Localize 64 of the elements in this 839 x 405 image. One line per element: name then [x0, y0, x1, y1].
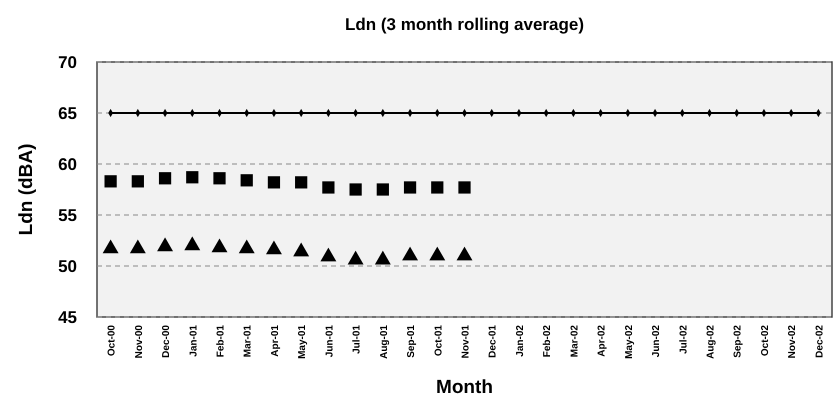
point — [349, 183, 362, 196]
x-axis-title: Month — [436, 377, 493, 398]
x-tick-label: Nov-00 — [134, 324, 145, 358]
x-tick-label: Oct-02 — [760, 324, 771, 356]
y-tick-label: 65 — [58, 104, 77, 123]
point — [184, 236, 200, 250]
point — [322, 181, 335, 194]
x-tick-label: Oct-01 — [433, 324, 444, 356]
point — [295, 176, 308, 188]
x-tick-label: Feb-02 — [542, 324, 554, 358]
point — [268, 176, 280, 188]
x-tick-label: Feb-01 — [216, 324, 226, 358]
x-tick-label: Jul-02 — [678, 324, 690, 354]
x-tick-label: Sep-02 — [732, 324, 744, 358]
point — [102, 239, 119, 254]
point — [186, 171, 198, 184]
x-tick-label: Mar-02 — [569, 324, 580, 358]
x-tick-label: Jun-02 — [651, 324, 662, 358]
point — [130, 239, 146, 254]
point — [376, 183, 389, 196]
point — [212, 238, 228, 252]
point — [431, 181, 444, 194]
x-tick-label: Nov-02 — [787, 324, 798, 358]
point — [132, 175, 144, 188]
point — [374, 250, 391, 264]
point — [104, 175, 117, 188]
chart-title: Ldn (3 month rolling average) — [345, 15, 584, 34]
x-tick-label: May-02 — [624, 324, 635, 359]
point — [293, 242, 310, 256]
y-tick-label: 70 — [58, 52, 77, 72]
y-tick-label: 45 — [58, 308, 77, 327]
x-tick-label: Apr-02 — [596, 324, 608, 357]
point — [238, 239, 255, 254]
point — [157, 237, 174, 252]
x-tick-label: Dec-02 — [814, 324, 826, 358]
x-tick-label: Mar-01 — [242, 324, 254, 358]
x-tick-label: Dec-00 — [161, 324, 172, 358]
point — [348, 250, 364, 264]
point — [402, 246, 418, 260]
point — [320, 248, 336, 262]
x-tick-label: Apr-01 — [270, 324, 281, 357]
y-tick-label: 60 — [58, 154, 77, 174]
point — [458, 181, 471, 194]
x-tick-label: Oct-00 — [106, 324, 118, 356]
x-tick-label: Jul-01 — [352, 324, 363, 354]
point — [429, 246, 446, 260]
point — [404, 181, 416, 194]
x-tick-label: Dec-01 — [488, 324, 499, 358]
y-tick-label: 50 — [58, 256, 77, 276]
x-tick-label: Aug-02 — [706, 324, 716, 359]
x-tick-label: Jan-01 — [188, 324, 200, 357]
point — [266, 240, 282, 254]
point — [456, 246, 472, 260]
point — [240, 174, 253, 186]
y-axis-title: Ldn (dBA) — [16, 144, 37, 236]
x-tick-label: Sep-01 — [406, 324, 418, 358]
point — [213, 172, 226, 184]
y-tick-label: 55 — [58, 206, 77, 225]
x-tick-label: Aug-01 — [378, 324, 390, 359]
point — [158, 172, 172, 184]
x-tick-label: Jun-01 — [324, 324, 336, 358]
x-tick-label: May-01 — [297, 324, 308, 359]
x-tick-label: Jan-02 — [514, 324, 526, 357]
x-tick-label: Nov-01 — [460, 324, 472, 358]
